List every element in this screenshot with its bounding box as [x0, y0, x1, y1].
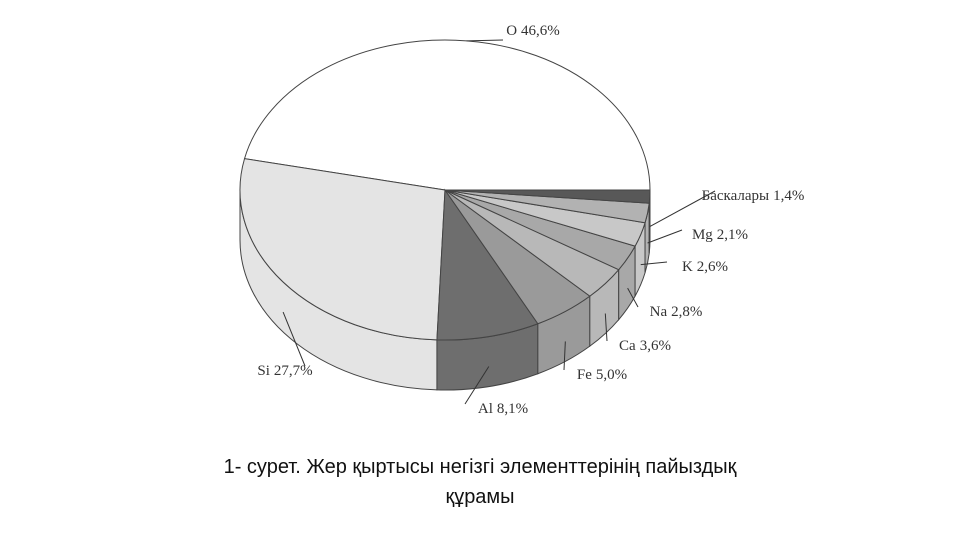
slice-label: Si 27,7%: [257, 363, 312, 379]
category-label: O: [506, 23, 517, 39]
category-label: Fe: [577, 367, 592, 383]
category-label: K: [682, 259, 693, 275]
leader-line: [563, 341, 566, 371]
slice-label: Al 8,1%: [478, 401, 528, 417]
leader-line: [640, 261, 668, 266]
slice: [444, 189, 651, 204]
chart-title: 1- сурет. Жер қыртысы негізгі элементтер…: [223, 456, 737, 508]
slice-label: Fe 5,0%: [577, 367, 627, 383]
leader-line: [647, 229, 683, 244]
value-label: 5,0%: [596, 367, 627, 383]
chart: O 46,6%Si 27,7%Al 8,1%Fe 5,0%Ca 3,6%Na 2,8%K 2,…: [239, 23, 805, 417]
value-label: 46,6%: [521, 23, 560, 39]
leader-line: [627, 287, 639, 308]
value-label: 27,7%: [274, 363, 313, 379]
category-label: Si: [257, 363, 270, 379]
slice-label: Баскалары 1,4%: [702, 188, 805, 204]
slice-label: Na 2,8%: [650, 304, 703, 320]
leader-line: [649, 190, 716, 228]
leader-line: [466, 39, 504, 42]
category-label: Баскалары: [702, 188, 770, 204]
slice-label: Ca 3,6%: [619, 338, 671, 354]
value-label: 2,1%: [717, 227, 748, 243]
value-label: 3,6%: [640, 338, 671, 354]
category-label: Na: [650, 304, 668, 320]
slice-label: K 2,6%: [682, 259, 728, 275]
leader-line: [604, 313, 608, 342]
leader-line: [282, 311, 306, 367]
value-label: 1,4%: [773, 188, 804, 204]
value-label: 2,8%: [671, 304, 702, 320]
slice-label: Mg 2,1%: [692, 227, 748, 243]
category-label: Al: [478, 401, 493, 417]
value-label: 8,1%: [497, 401, 528, 417]
category-label: Ca: [619, 338, 636, 354]
category-label: Mg: [692, 227, 713, 243]
value-label: 2,6%: [697, 259, 728, 275]
slice: [436, 188, 539, 341]
slice: [243, 39, 651, 191]
slice: [239, 158, 446, 341]
slice-label: O 46,6%: [506, 23, 560, 39]
leader-line: [464, 366, 490, 405]
